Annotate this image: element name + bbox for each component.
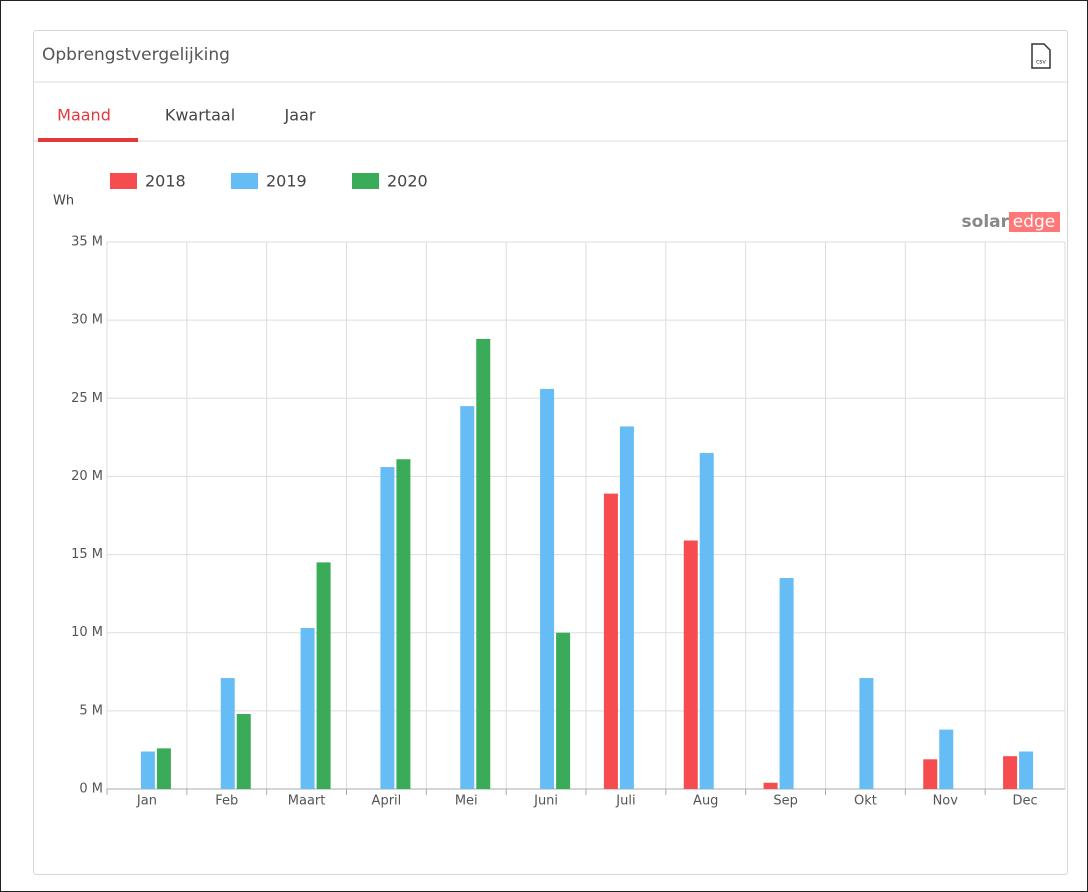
bar [140,751,155,789]
tab[interactable]: Maand [57,106,111,125]
bar [603,493,618,789]
bar [156,748,171,789]
logo-solar: solar [962,212,1010,232]
bar [779,578,794,789]
bar [1003,756,1018,789]
bar [923,759,938,789]
csv-icon-label[interactable]: csv [1036,59,1046,66]
y-tick-label: 20 M [71,469,103,484]
bar [1019,751,1034,789]
y-tick-label: 35 M [71,235,103,250]
bar [939,729,954,789]
legend-label[interactable]: 2018 [145,172,186,191]
logo-box [1009,212,1060,232]
y-tick-label: 25 M [71,391,103,406]
bar [300,628,315,789]
legend-swatch[interactable] [110,173,137,189]
legend-label[interactable]: 2019 [266,172,307,191]
bar [460,406,475,789]
x-tick-label: Juni [533,794,558,809]
bar [540,388,555,789]
x-tick-label: Juli [615,794,635,809]
y-tick-label: 10 M [71,625,103,640]
x-tick-label: Jan [136,794,157,809]
x-tick-label: Okt [854,794,877,809]
bar [556,632,571,789]
x-tick-label: Sep [773,794,798,809]
legend-swatch[interactable] [352,173,379,189]
x-tick-label: April [372,794,402,809]
bar [699,452,714,789]
y-tick-label: 5 M [79,703,103,718]
tab[interactable]: Jaar [284,106,316,125]
bar [316,562,331,789]
bar [236,713,251,789]
x-tick-label: Mei [455,794,478,809]
panel [33,30,1068,875]
tab[interactable]: Kwartaal [165,106,235,125]
x-tick-label: Dec [1013,794,1038,809]
csv-icon[interactable] [1031,43,1051,69]
bar [859,678,874,789]
bar [683,540,698,789]
panel-title: Opbrengstvergelijking [42,45,230,65]
x-tick-label: Nov [933,794,959,809]
bar [380,467,395,789]
x-tick-label: Aug [693,794,718,809]
y-axis-label: Wh [53,194,74,209]
bar [763,782,778,789]
tab-underline [38,138,138,142]
legend-label[interactable]: 2020 [387,172,428,191]
x-tick-label: Maart [288,794,326,809]
x-tick-label: Feb [215,794,238,809]
bar [220,678,235,789]
y-tick-label: 0 M [79,782,103,797]
legend-swatch[interactable] [231,173,258,189]
bar [619,426,634,789]
y-tick-label: 30 M [71,313,103,328]
y-tick-label: 15 M [71,547,103,562]
csv-download[interactable]: csv [1031,43,1051,69]
bar [396,459,411,789]
bar [476,338,491,789]
logo-edge: edge [1013,212,1056,232]
